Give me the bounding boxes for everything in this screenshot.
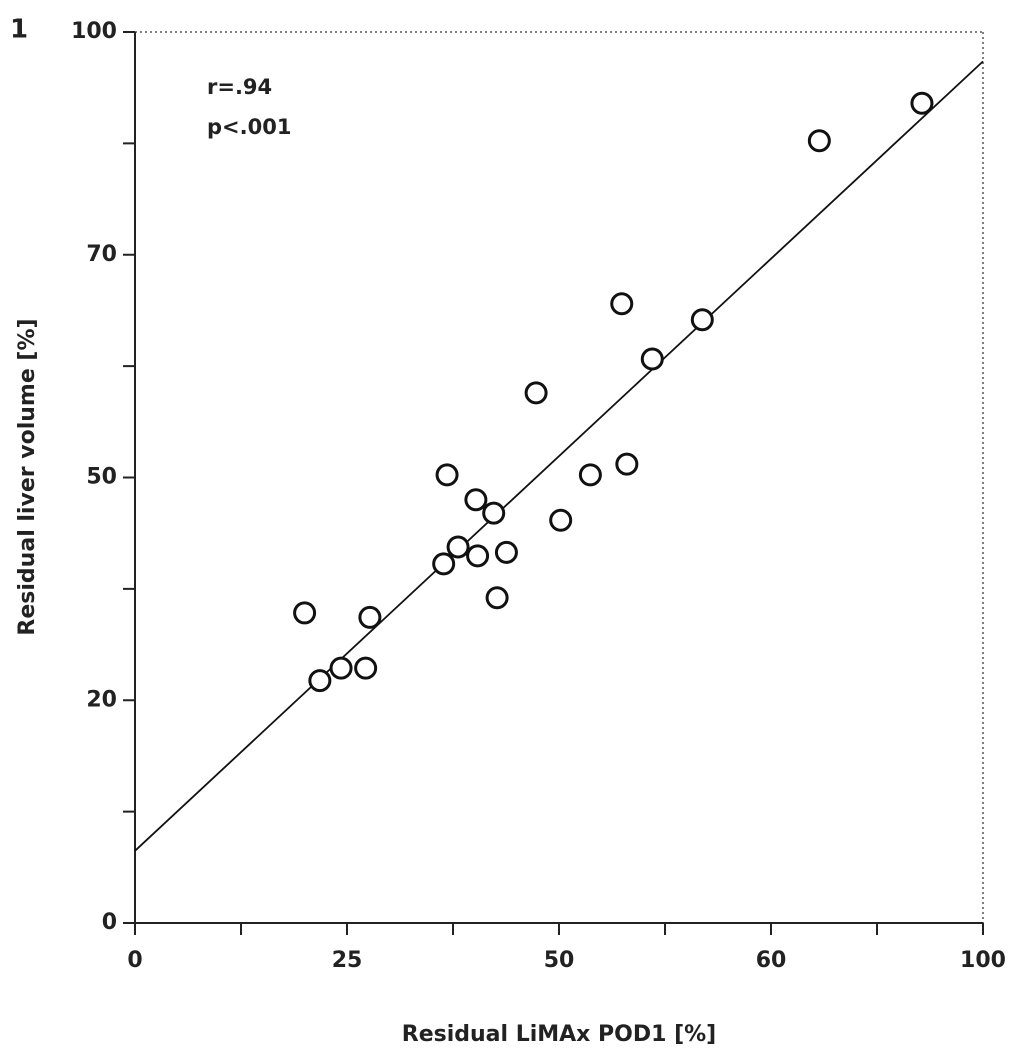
y-tick-label: 20 — [86, 687, 117, 712]
x-tick-label: 25 — [332, 948, 363, 973]
x-tick-label: 0 — [127, 948, 142, 973]
y-axis-label: Residual liver volume [%] — [15, 318, 40, 635]
point — [485, 586, 509, 610]
point — [482, 501, 506, 525]
x-tick-label: 50 — [544, 948, 575, 973]
point — [610, 292, 634, 316]
fit-line — [134, 60, 984, 852]
point — [358, 605, 382, 629]
point — [690, 308, 714, 332]
point — [640, 347, 664, 371]
point — [494, 540, 518, 564]
point — [578, 463, 602, 487]
point — [354, 656, 378, 680]
point — [329, 656, 353, 680]
panel-label: 1 — [10, 15, 28, 45]
x-axis-label: Residual LiMAx POD1 [%] — [402, 1022, 717, 1047]
annotation: p<.001 — [207, 115, 291, 139]
y-tick-label: 70 — [86, 242, 117, 267]
point — [308, 669, 332, 693]
point — [615, 452, 639, 476]
point — [807, 129, 831, 153]
x-tick-label: 60 — [756, 948, 787, 973]
point — [293, 601, 317, 625]
x-tick-label: 100 — [960, 948, 1006, 973]
point — [466, 544, 490, 568]
point — [432, 552, 456, 576]
annotation: r=.94 — [207, 75, 272, 99]
point — [524, 381, 548, 405]
y-tick-label: 100 — [71, 19, 117, 44]
y-tick-label: 50 — [86, 465, 117, 490]
y-tick-label: 0 — [102, 910, 117, 935]
point — [549, 508, 573, 532]
point — [446, 535, 470, 559]
point — [464, 488, 488, 512]
point — [910, 91, 934, 115]
point — [435, 463, 459, 487]
